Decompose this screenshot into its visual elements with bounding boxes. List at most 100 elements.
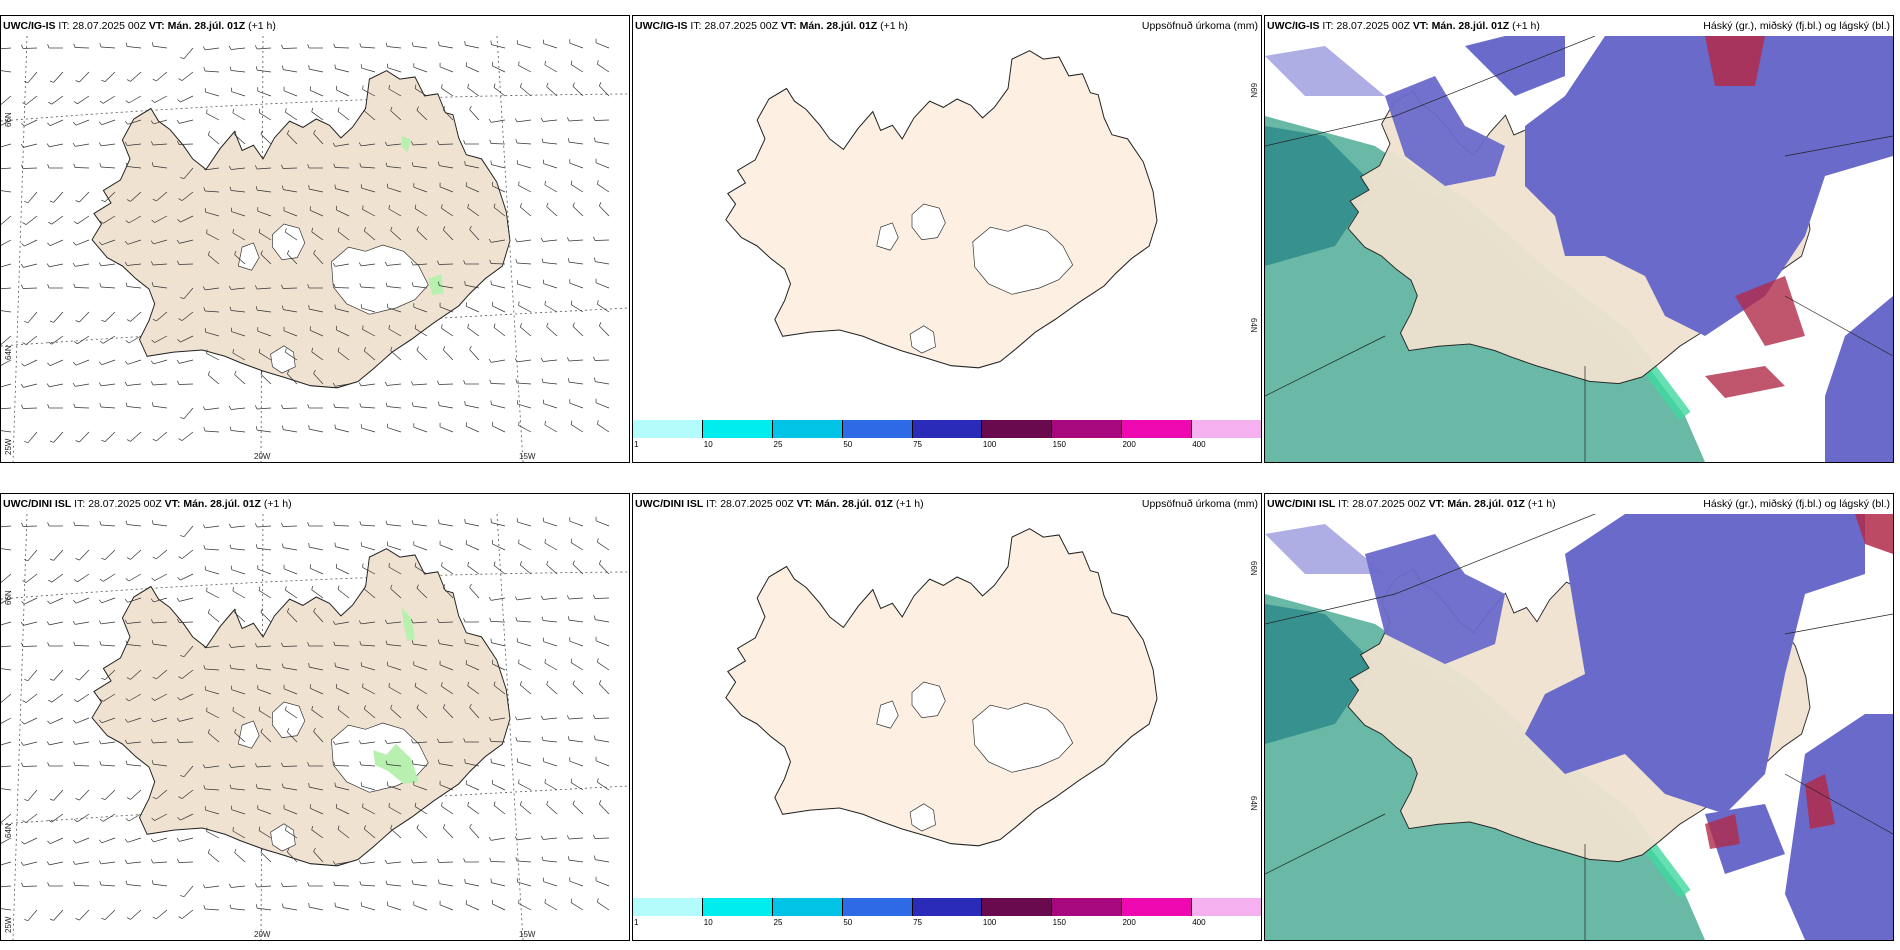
colorbar-tick-label: 25: [773, 918, 783, 927]
panel-title: Háský (gr.), miðský (fj.bl.) og lágský (…: [1703, 20, 1890, 32]
colorbar-swatch: [633, 420, 702, 438]
colorbar-swatch: [841, 898, 912, 916]
colorbar-swatch: [981, 420, 1052, 438]
lead-time: (+1 h): [895, 498, 924, 510]
wind-barbs: [1, 516, 610, 922]
vt-label: VT:: [796, 498, 813, 510]
colorbar-swatch: [911, 898, 982, 916]
top-cloud-panel: UWC/IG-IS IT: 28.07.2025 00Z VT: Mán. 28…: [1264, 15, 1894, 463]
colorbar-swatch: [1121, 420, 1192, 438]
wind-barbs: [1, 38, 610, 444]
colorbar-tick-label: 10: [703, 918, 713, 927]
lat-label-64: 64N: [1249, 318, 1258, 333]
colorbar-tick-label: 50: [843, 918, 853, 927]
it-label: IT:: [1322, 20, 1334, 32]
panel-header: UWC/IG-IS IT: 28.07.2025 00Z VT: Mán. 28…: [1267, 20, 1540, 32]
valid-time: Mán. 28.júl. 01Z: [167, 20, 246, 32]
colorbar-tick-label: 75: [913, 440, 923, 449]
colorbar-tick-label: 100: [982, 918, 997, 927]
colorbar-swatch: [1191, 420, 1261, 438]
precip-colorbar: [633, 420, 1261, 438]
colorbar-swatch: [701, 898, 772, 916]
model-name: UWC/IG-IS: [3, 20, 56, 32]
lead-time: (+1 h): [248, 20, 276, 32]
colorbar-tick-label: 150: [1052, 918, 1067, 927]
panel-title: Uppsöfnuð úrkoma (mm): [1141, 20, 1258, 32]
lat-label-66: 66N: [1249, 83, 1258, 98]
colorbar-tick-label: 150: [1052, 440, 1067, 449]
lat-label-64: 64N: [4, 823, 13, 838]
colorbar-swatch: [981, 898, 1052, 916]
valid-time: Mán. 28.júl. 01Z: [1447, 498, 1525, 510]
lon-label-15w: 15W: [519, 452, 536, 461]
lon-label-20w: 20W: [254, 452, 271, 461]
colorbar-tick-label: 400: [1192, 440, 1206, 449]
colorbar-tick-label: 1: [634, 918, 639, 927]
init-time: 28.07.2025 00Z: [72, 20, 146, 32]
bottom-precip-panel: UWC/DINI ISL IT: 28.07.2025 00Z VT: Mán.…: [632, 493, 1262, 941]
colorbar-tick-label: 200: [1122, 918, 1136, 927]
colorbar-ticks: 1 10 25 50 75 100 150 200 400: [633, 918, 1261, 930]
top-wind-panel: UWC/IG-IS IT: 28.07.2025 00Z VT: Mán. 28…: [0, 15, 630, 463]
colorbar-tick-label: 1: [634, 440, 639, 449]
colorbar-swatch: [841, 420, 912, 438]
lead-time: (+1 h): [1512, 20, 1540, 32]
lat-label-66: 66N: [1249, 561, 1258, 576]
it-label: IT:: [706, 498, 718, 510]
panel-header: UWC/DINI ISL IT: 28.07.2025 00Z VT: Mán.…: [3, 498, 292, 510]
panel-header: UWC/IG-IS IT: 28.07.2025 00Z VT: Mán. 28…: [635, 20, 908, 32]
init-time: 28.07.2025 00Z: [720, 498, 794, 510]
lon-label-15w: 15W: [519, 930, 536, 939]
panel-title: Uppsöfnuð úrkoma (mm): [1141, 498, 1258, 510]
precip-colorbar: [633, 898, 1261, 916]
lat-label-64: 64N: [1249, 796, 1258, 811]
map-area: [633, 36, 1261, 462]
model-name: UWC/IG-IS: [1267, 20, 1320, 32]
colorbar-tick-label: 400: [1192, 918, 1206, 927]
colorbar-tick-label: 50: [843, 440, 853, 449]
lon-label-25w: 25W: [4, 916, 13, 933]
colorbar-tick-label: 100: [982, 440, 997, 449]
colorbar-swatch: [1051, 420, 1122, 438]
colorbar-tick-label: 25: [773, 440, 783, 449]
vt-label: VT:: [164, 498, 181, 510]
panel-header: UWC/DINI ISL IT: 28.07.2025 00Z VT: Mán.…: [635, 498, 924, 510]
colorbar-swatch: [911, 420, 982, 438]
lon-label-25w: 25W: [4, 438, 13, 455]
lead-time: (+1 h): [263, 498, 292, 510]
colorbar-swatch: [701, 420, 772, 438]
colorbar-swatch: [1191, 898, 1261, 916]
model-name: UWC/DINI ISL: [635, 498, 704, 510]
it-label: IT:: [690, 20, 702, 32]
colorbar-swatch: [1051, 898, 1122, 916]
vt-label: VT:: [780, 20, 797, 32]
it-label: IT:: [74, 498, 86, 510]
map-area: [633, 514, 1261, 940]
vt-label: VT:: [1412, 20, 1429, 32]
colorbar-swatch: [1121, 898, 1192, 916]
colorbar-swatch: [771, 898, 842, 916]
colorbar-swatch: [633, 898, 702, 916]
it-label: IT:: [1338, 498, 1350, 510]
valid-time: Mán. 28.júl. 01Z: [799, 20, 878, 32]
vt-label: VT:: [1428, 498, 1445, 510]
map-area: [1, 514, 629, 940]
model-name: UWC/IG-IS: [635, 20, 688, 32]
map-area: [1, 36, 629, 462]
colorbar-tick-label: 75: [913, 918, 923, 927]
valid-time: Mán. 28.júl. 01Z: [183, 498, 261, 510]
lat-label-64: 64N: [4, 345, 13, 360]
lon-label-20w: 20W: [254, 930, 271, 939]
map-area: [1265, 514, 1893, 940]
colorbar-swatch: [771, 420, 842, 438]
init-time: 28.07.2025 00Z: [1336, 20, 1410, 32]
lat-label-66: 66N: [4, 590, 13, 605]
lead-time: (+1 h): [880, 20, 908, 32]
model-name: UWC/DINI ISL: [3, 498, 72, 510]
panel-header: UWC/IG-IS IT: 28.07.2025 00Z VT: Mán. 28…: [3, 20, 276, 32]
colorbar-ticks: 1 10 25 50 75 100 150 200 400: [633, 440, 1261, 452]
panel-header: UWC/DINI ISL IT: 28.07.2025 00Z VT: Mán.…: [1267, 498, 1556, 510]
init-time: 28.07.2025 00Z: [88, 498, 162, 510]
lead-time: (+1 h): [1527, 498, 1556, 510]
panel-title: Háský (gr.), miðský (fj.bl.) og lágský (…: [1703, 498, 1890, 510]
